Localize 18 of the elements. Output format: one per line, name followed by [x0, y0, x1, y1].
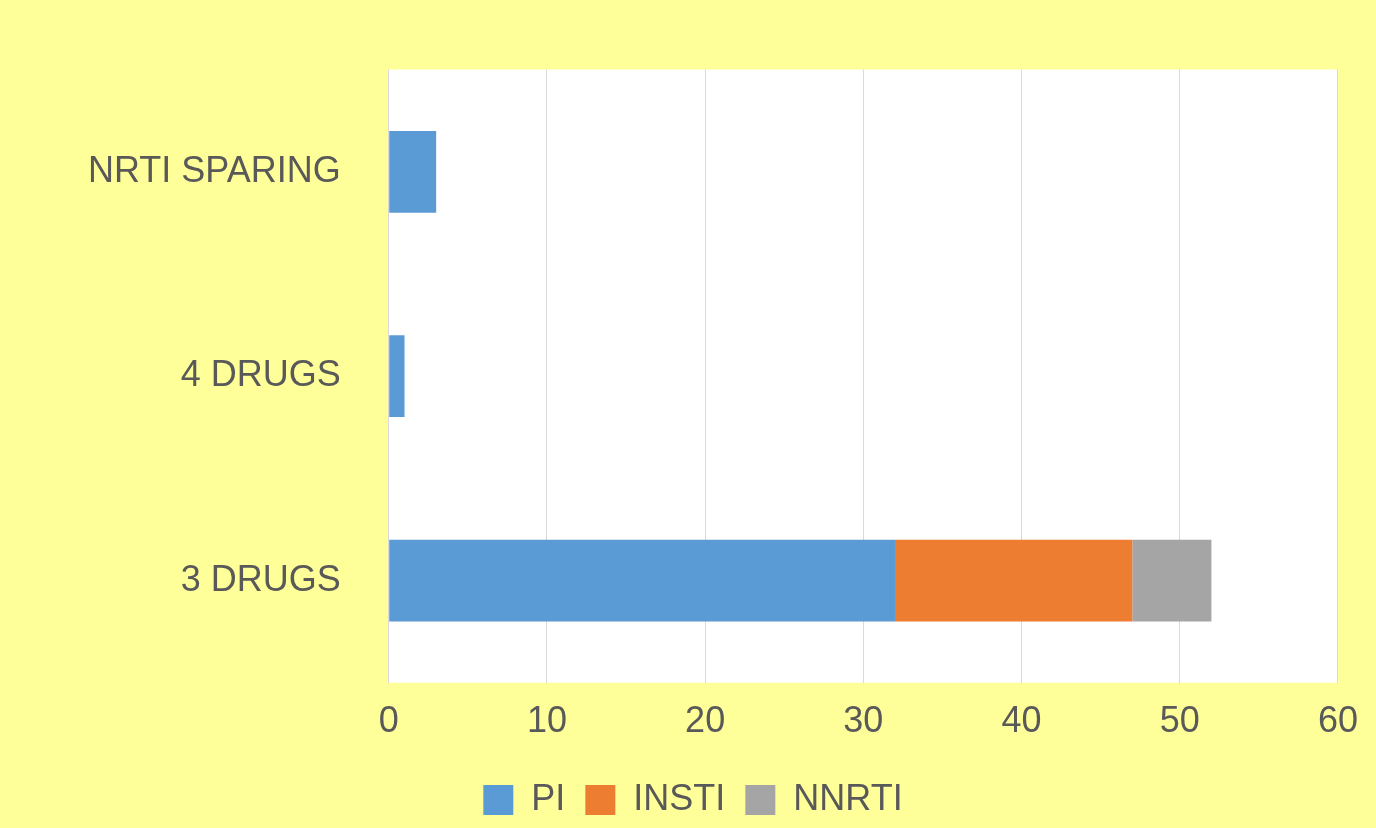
bar: [389, 130, 437, 213]
x-tick-label: 60: [1317, 699, 1358, 741]
legend-label: INSTI: [633, 776, 726, 818]
x-tick-label: 30: [843, 699, 884, 741]
x-tick-label: 10: [526, 699, 567, 741]
bar: [389, 335, 405, 418]
x-tick-label: 40: [1001, 699, 1042, 741]
x-tick-label: 0: [378, 699, 399, 741]
y-tick-label: 3 DRUGS: [180, 557, 341, 599]
legend-label: NNRTI: [793, 776, 903, 818]
legend-label: PI: [531, 776, 566, 818]
x-tick-label: 20: [685, 699, 726, 741]
y-tick-label: 4 DRUGS: [180, 353, 341, 395]
y-tick-label: NRTI SPARING: [88, 148, 341, 190]
x-tick-label: 50: [1159, 699, 1200, 741]
bar: [389, 539, 895, 622]
bar: [1132, 539, 1212, 622]
bar: [894, 539, 1133, 622]
